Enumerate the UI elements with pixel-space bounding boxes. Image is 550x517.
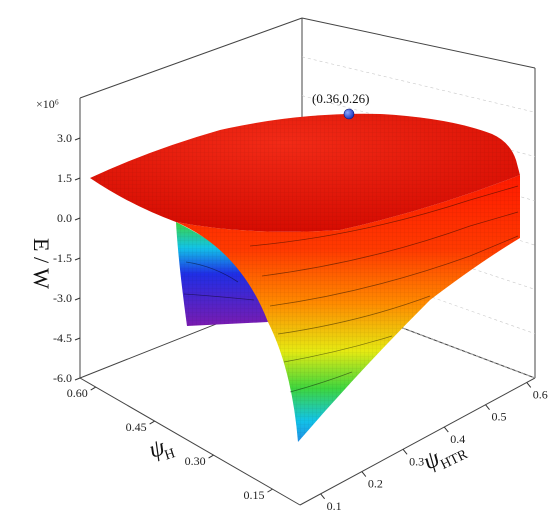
x-tick-label: 0.3: [409, 454, 424, 468]
z-tick-label: -3.0: [53, 291, 72, 305]
x-tick-mark: [526, 382, 532, 388]
y-tick-mark: [208, 454, 214, 459]
x-tick-label: 0.5: [492, 410, 507, 424]
surface-contours: [183, 185, 519, 393]
z-axis-title: E / W: [29, 238, 54, 289]
box-edge: [301, 17, 536, 69]
y-tick-label: 0.15: [244, 488, 265, 502]
y-tick-label: 0.30: [185, 454, 206, 468]
surface-left-wall-mesh: [176, 222, 268, 326]
x-tick-label: 0.6: [533, 387, 548, 401]
z-scale-label: ×10⁶: [36, 97, 59, 111]
z-grid-line: [301, 56, 536, 113]
x-tick-mark: [485, 404, 490, 411]
z-grid-line: [301, 250, 536, 334]
z-tick-mark: [74, 137, 81, 141]
z-tick-mark: [74, 337, 81, 341]
surface-top-mesh: [90, 113, 520, 232]
box-edge: [79, 17, 303, 99]
z-tick-label: -4.5: [53, 331, 72, 345]
box-edge: [79, 377, 301, 506]
y-tick-mark: [90, 386, 96, 391]
plot-box: [79, 17, 536, 506]
x-tick-mark: [361, 471, 367, 477]
x-tick-mark: [443, 426, 449, 433]
optimum-label: (0.36,0.26): [312, 91, 369, 106]
y-axis-title-sub: H: [163, 446, 177, 463]
x-tick-label: 0.2: [368, 477, 383, 491]
z-tick-mark: [74, 377, 81, 381]
z-axis-ticks: 3.0 1.5 0.0 -1.5 -3.0 -4.5 -6.0: [53, 131, 81, 385]
y-axis-ticks: 0.15 0.30 0.45 0.60: [67, 386, 273, 502]
z-tick-label: -1.5: [53, 251, 72, 265]
optimum-point: [343, 108, 355, 120]
x-tick-mark: [402, 448, 408, 455]
optimum-marker: (0.36,0.26): [312, 91, 369, 120]
box-edge: [299, 377, 536, 506]
y-axis-title: ψ H: [146, 434, 177, 464]
y-tick-mark: [149, 420, 155, 425]
x-axis-title-sub: HTR: [438, 447, 470, 473]
x-tick-label: 0.1: [327, 499, 342, 513]
z-tick-mark: [74, 177, 81, 181]
response-surface: [90, 113, 520, 442]
z-tick-label: 3.0: [57, 131, 72, 145]
z-tick-label: 1.5: [57, 171, 72, 185]
x-tick-mark: [320, 493, 326, 500]
x-tick-label: 0.4: [450, 432, 465, 446]
surface-right-wall-mesh: [176, 175, 520, 442]
z-tick-label: 0.0: [57, 211, 72, 225]
y-tick-mark: [267, 488, 273, 493]
z-tick-mark: [74, 257, 81, 261]
x-axis-ticks: 0.1 0.2 0.3 0.4 0.5 0.6: [320, 382, 548, 513]
z-tick-mark: [74, 297, 81, 301]
z-tick-mark: [74, 217, 81, 221]
y-tick-label: 0.60: [67, 386, 88, 400]
y-tick-label: 0.45: [126, 420, 147, 434]
z-tick-label: -6.0: [53, 371, 72, 385]
